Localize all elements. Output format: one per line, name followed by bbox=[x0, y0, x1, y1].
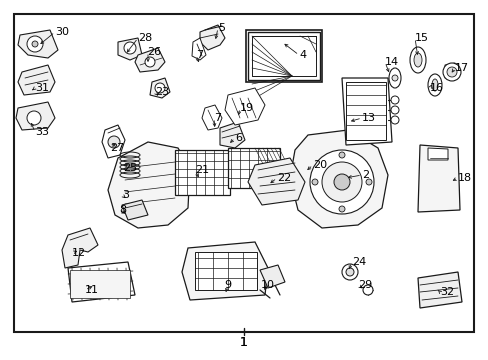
Text: 6: 6 bbox=[235, 133, 242, 143]
Ellipse shape bbox=[409, 47, 425, 73]
Circle shape bbox=[309, 150, 373, 214]
Polygon shape bbox=[417, 272, 461, 308]
Polygon shape bbox=[118, 38, 142, 60]
Text: 8: 8 bbox=[119, 205, 126, 215]
Text: 11: 11 bbox=[85, 285, 99, 295]
Text: 21: 21 bbox=[195, 165, 209, 175]
Circle shape bbox=[338, 152, 345, 158]
Polygon shape bbox=[341, 78, 391, 145]
Text: 29: 29 bbox=[357, 280, 371, 290]
Circle shape bbox=[390, 106, 398, 114]
Polygon shape bbox=[18, 65, 55, 95]
Polygon shape bbox=[122, 200, 148, 220]
Bar bbox=[346, 82, 385, 140]
Text: 28: 28 bbox=[138, 33, 152, 43]
Polygon shape bbox=[224, 88, 264, 125]
Polygon shape bbox=[150, 78, 170, 98]
Polygon shape bbox=[62, 228, 98, 268]
Text: 10: 10 bbox=[261, 280, 274, 290]
Polygon shape bbox=[200, 25, 224, 50]
Circle shape bbox=[321, 162, 361, 202]
Bar bbox=[227, 148, 280, 188]
Polygon shape bbox=[220, 122, 244, 148]
Text: 16: 16 bbox=[429, 83, 443, 93]
Text: 9: 9 bbox=[224, 280, 231, 290]
Circle shape bbox=[390, 116, 398, 124]
Text: 22: 22 bbox=[276, 173, 291, 183]
Circle shape bbox=[27, 36, 43, 52]
Circle shape bbox=[341, 264, 357, 280]
Text: 24: 24 bbox=[351, 257, 366, 267]
Polygon shape bbox=[16, 102, 55, 130]
Polygon shape bbox=[68, 262, 135, 302]
Text: 23: 23 bbox=[155, 87, 169, 97]
Polygon shape bbox=[108, 142, 190, 228]
Circle shape bbox=[124, 42, 136, 54]
Text: 25: 25 bbox=[123, 163, 137, 173]
Polygon shape bbox=[192, 38, 205, 60]
Circle shape bbox=[32, 41, 38, 47]
Text: 32: 32 bbox=[439, 287, 453, 297]
Text: 12: 12 bbox=[72, 248, 86, 258]
Ellipse shape bbox=[431, 79, 437, 91]
Circle shape bbox=[365, 179, 371, 185]
Circle shape bbox=[27, 111, 41, 125]
Circle shape bbox=[108, 136, 120, 148]
Ellipse shape bbox=[413, 53, 421, 67]
Bar bbox=[70, 270, 130, 298]
Text: 27: 27 bbox=[110, 143, 124, 153]
Text: 26: 26 bbox=[147, 47, 161, 57]
Polygon shape bbox=[135, 48, 164, 72]
Circle shape bbox=[442, 63, 460, 81]
Bar bbox=[247, 32, 319, 80]
Circle shape bbox=[362, 285, 372, 295]
Polygon shape bbox=[289, 130, 387, 228]
Text: 19: 19 bbox=[240, 103, 254, 113]
Polygon shape bbox=[202, 105, 222, 130]
Text: 1: 1 bbox=[240, 336, 247, 348]
Text: 2: 2 bbox=[361, 170, 368, 180]
Polygon shape bbox=[182, 242, 267, 300]
Circle shape bbox=[346, 268, 353, 276]
Circle shape bbox=[311, 179, 317, 185]
Text: 18: 18 bbox=[457, 173, 471, 183]
Polygon shape bbox=[427, 148, 447, 160]
Ellipse shape bbox=[388, 68, 400, 88]
Bar bbox=[245, 30, 321, 82]
Circle shape bbox=[333, 174, 349, 190]
Polygon shape bbox=[102, 125, 125, 158]
Text: 13: 13 bbox=[361, 113, 375, 123]
Polygon shape bbox=[260, 265, 285, 288]
Polygon shape bbox=[444, 63, 459, 80]
Bar bbox=[14, 14, 473, 332]
Text: 7: 7 bbox=[196, 50, 203, 60]
Bar bbox=[251, 36, 315, 76]
Bar bbox=[175, 150, 229, 195]
Text: 20: 20 bbox=[312, 160, 326, 170]
Text: 33: 33 bbox=[35, 127, 49, 137]
Circle shape bbox=[155, 83, 164, 93]
Text: 17: 17 bbox=[454, 63, 468, 73]
Text: 3: 3 bbox=[122, 190, 129, 200]
Text: 7: 7 bbox=[214, 113, 221, 123]
Polygon shape bbox=[247, 158, 305, 205]
Bar bbox=[195, 252, 257, 290]
Text: 30: 30 bbox=[55, 27, 69, 37]
Circle shape bbox=[391, 75, 397, 81]
Polygon shape bbox=[417, 145, 459, 212]
Circle shape bbox=[145, 57, 155, 67]
Text: 1: 1 bbox=[240, 336, 247, 348]
Polygon shape bbox=[18, 30, 58, 58]
Text: 14: 14 bbox=[384, 57, 398, 67]
Text: 31: 31 bbox=[35, 83, 49, 93]
Circle shape bbox=[338, 206, 345, 212]
Circle shape bbox=[390, 96, 398, 104]
Circle shape bbox=[446, 67, 456, 77]
Text: 15: 15 bbox=[414, 33, 428, 43]
Text: 5: 5 bbox=[218, 23, 224, 33]
Ellipse shape bbox=[427, 74, 441, 96]
Text: 4: 4 bbox=[298, 50, 305, 60]
